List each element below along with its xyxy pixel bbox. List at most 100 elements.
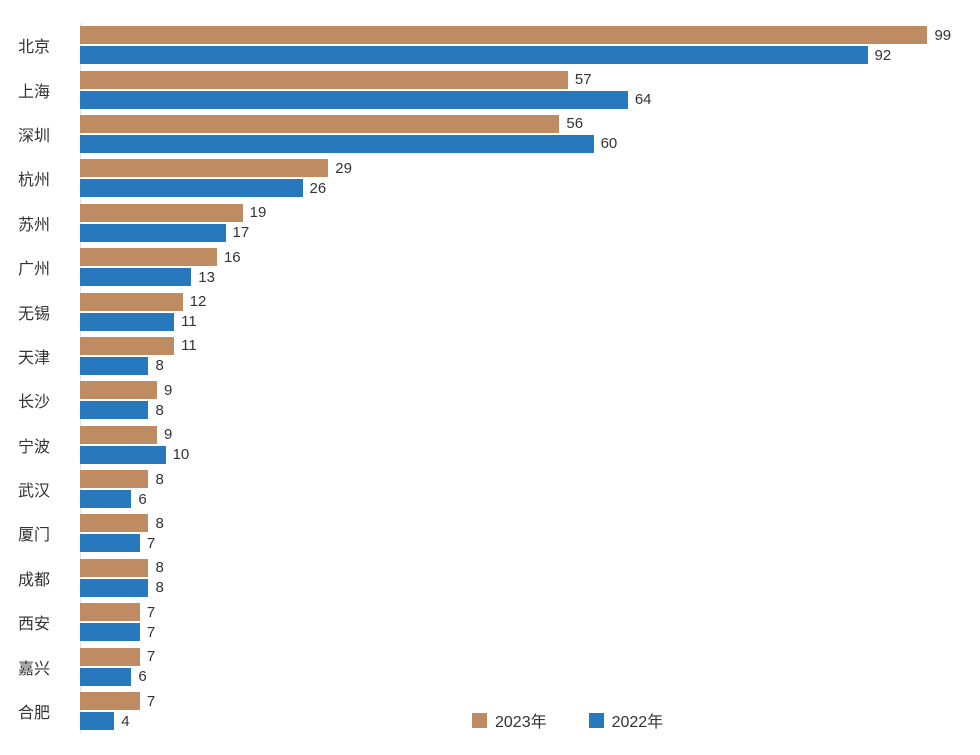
category-label: 长沙 <box>18 394 51 412</box>
barline-2023: 19 <box>80 203 266 222</box>
value-label-2023: 9 <box>164 381 173 399</box>
bar-2022 <box>80 667 132 686</box>
bar-2023 <box>80 114 560 133</box>
value-label-2023: 12 <box>189 293 207 311</box>
bar-2022 <box>80 445 166 464</box>
category-label: 嘉兴 <box>18 660 51 678</box>
bar-2023 <box>80 692 140 711</box>
category-row: 苏州 19 17 <box>0 201 980 245</box>
category-row: 北京 99 92 <box>0 23 980 67</box>
bar-2023 <box>80 248 217 267</box>
bar-2022 <box>80 268 192 287</box>
barline-2023: 9 <box>80 425 189 444</box>
category-row: 嘉兴 7 6 <box>0 644 980 688</box>
value-label-2022: 6 <box>138 490 147 508</box>
category-label: 天津 <box>18 349 51 367</box>
category-row: 西安 7 7 <box>0 600 980 644</box>
bar-2023 <box>80 70 568 89</box>
value-label-2023: 56 <box>566 115 584 133</box>
legend-label-2023: 2023年 <box>495 714 547 731</box>
value-label-2022: 13 <box>198 268 215 286</box>
value-label-2022: 60 <box>600 135 618 153</box>
barline-2023: 29 <box>80 159 352 178</box>
barline-2023: 8 <box>80 514 164 533</box>
category-label: 宁波 <box>18 438 51 456</box>
barline-2022: 6 <box>80 490 164 509</box>
barline-2023: 57 <box>80 70 652 89</box>
category-label: 上海 <box>18 83 51 101</box>
category-row: 武汉 8 6 <box>0 467 980 511</box>
bar-2022 <box>80 90 628 109</box>
category-label: 西安 <box>18 616 51 634</box>
bar-group: 29 26 <box>80 159 352 198</box>
category-row: 宁波 9 10 <box>0 423 980 467</box>
bar-group: 12 11 <box>80 292 207 331</box>
bar-2023 <box>80 470 149 489</box>
category-row: 杭州 29 26 <box>0 156 980 200</box>
bar-2022 <box>80 490 132 509</box>
value-label-2023: 11 <box>181 337 197 355</box>
bar-group: 16 13 <box>80 248 241 287</box>
value-label-2022: 7 <box>146 534 156 552</box>
category-label: 北京 <box>18 39 51 57</box>
barline-2022: 60 <box>80 134 618 153</box>
bar-2022 <box>80 223 226 242</box>
category-row: 成都 8 8 <box>0 556 980 600</box>
barline-2023: 7 <box>80 692 155 711</box>
barline-2023: 8 <box>80 558 164 577</box>
barline-2022: 26 <box>80 179 352 198</box>
bar-2022 <box>80 312 175 331</box>
bar-group: 19 17 <box>80 203 266 242</box>
value-label-2023: 8 <box>155 514 164 532</box>
barline-2022: 17 <box>80 223 266 242</box>
value-label-2022: 26 <box>309 179 327 197</box>
bar-group: 8 8 <box>80 558 164 597</box>
value-label-2023: 9 <box>164 426 173 444</box>
value-label-2023: 8 <box>155 559 164 577</box>
bar-2023 <box>80 647 140 666</box>
barline-2022: 13 <box>80 268 241 287</box>
value-label-2022: 8 <box>155 357 164 375</box>
category-label: 苏州 <box>18 216 51 234</box>
barline-2022: 92 <box>80 46 951 65</box>
barline-2022: 64 <box>80 90 652 109</box>
bar-2023 <box>80 603 140 622</box>
bar-group: 7 4 <box>80 692 155 731</box>
category-label: 深圳 <box>18 127 51 145</box>
bar-group: 99 92 <box>80 26 952 65</box>
bar-group: 9 8 <box>80 381 173 420</box>
bar-2023 <box>80 26 928 45</box>
category-row: 长沙 9 8 <box>0 378 980 422</box>
legend-swatch-2022-icon <box>588 712 604 728</box>
value-label-2022: 64 <box>634 91 652 109</box>
legend: 2023年 2022年 <box>472 708 663 732</box>
category-label: 杭州 <box>18 172 51 190</box>
category-label: 武汉 <box>18 483 51 501</box>
value-label-2022: 4 <box>121 712 130 730</box>
legend-item-2022: 2022年 <box>588 708 663 732</box>
barline-2023: 11 <box>80 336 197 355</box>
category-row: 厦门 8 7 <box>0 511 980 555</box>
value-label-2022: 11 <box>181 313 197 331</box>
category-label: 合肥 <box>18 705 51 723</box>
barline-2022: 11 <box>80 312 206 331</box>
barline-2022: 7 <box>80 534 164 553</box>
value-label-2022: 7 <box>146 623 156 641</box>
value-label-2023: 99 <box>934 26 952 44</box>
category-row: 深圳 56 60 <box>0 112 980 156</box>
bar-2023 <box>80 514 149 533</box>
value-label-2022: 10 <box>172 446 190 464</box>
value-label-2022: 6 <box>138 668 147 686</box>
category-row: 天津 11 8 <box>0 334 980 378</box>
bar-2023 <box>80 425 158 444</box>
bar-2022 <box>80 534 140 553</box>
bar-2022 <box>80 712 115 731</box>
bar-2022 <box>80 134 594 153</box>
barline-2022: 7 <box>80 623 156 642</box>
barline-2023: 8 <box>80 470 164 489</box>
bar-group: 56 60 <box>80 114 618 153</box>
barline-2023: 16 <box>80 248 241 267</box>
barline-2022: 4 <box>80 712 155 731</box>
bar-2023 <box>80 292 183 311</box>
category-label: 厦门 <box>18 527 51 545</box>
